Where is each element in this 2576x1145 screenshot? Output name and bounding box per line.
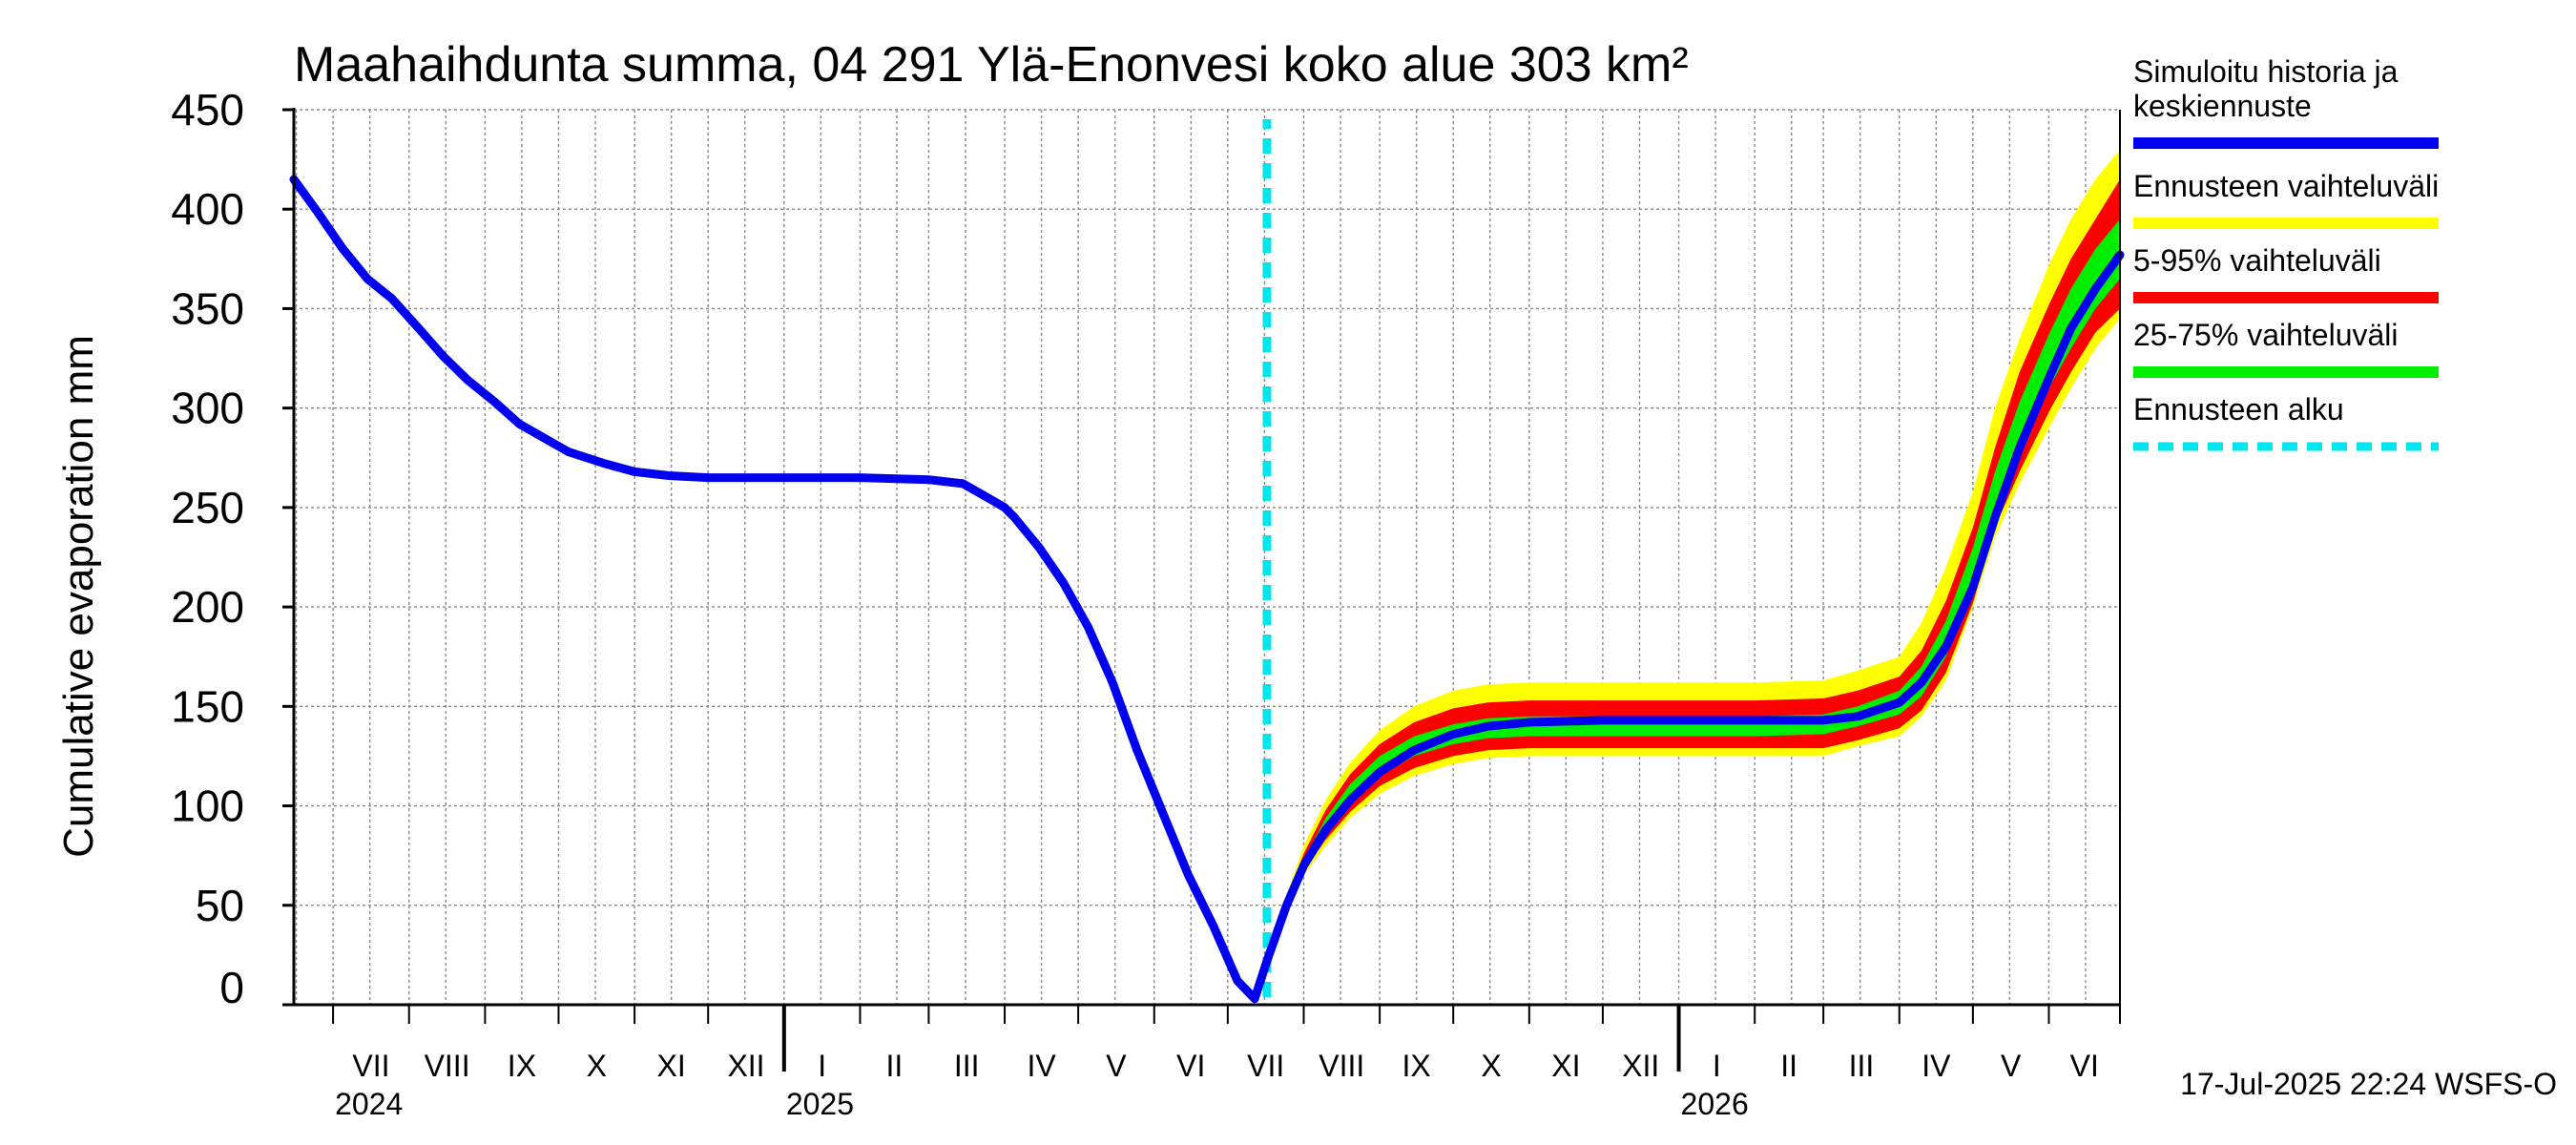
month-label: IV [1922, 1049, 1951, 1083]
series-lines [289, 175, 2125, 1004]
y-tick-label: 150 [171, 681, 244, 731]
y-axis-label: Cumulative evaporation mm [55, 335, 102, 858]
legend-label: Ennusteen vaihteluväli [2133, 169, 2439, 203]
year-label: 2024 [335, 1087, 403, 1121]
y-tick-label: 250 [171, 483, 244, 532]
month-label: VIII [425, 1049, 470, 1083]
y-tick-label: 350 [171, 283, 244, 333]
year-label: 2026 [1681, 1087, 1749, 1121]
month-label: VI [1176, 1049, 1205, 1083]
axes [282, 108, 2121, 1072]
month-label: I [818, 1049, 826, 1083]
month-label: I [1713, 1049, 1721, 1083]
series-line-0 [289, 175, 2125, 1004]
month-label: III [954, 1049, 980, 1083]
month-label: V [2001, 1049, 2022, 1083]
y-tick-label: 200 [171, 582, 244, 632]
month-label: IV [1027, 1049, 1056, 1083]
month-label: VII [352, 1049, 389, 1083]
month-label: VIII [1319, 1049, 1364, 1083]
y-tick-label: 300 [171, 384, 244, 433]
y-tick-label: 450 [171, 85, 244, 135]
month-label: III [1849, 1049, 1875, 1083]
month-label: IX [508, 1049, 536, 1083]
month-label: II [1780, 1049, 1797, 1083]
legend-label: Simuloitu historia ja [2133, 54, 2399, 89]
month-label: IX [1402, 1049, 1431, 1083]
legend-label: keskiennuste [2133, 89, 2312, 123]
month-label: II [886, 1049, 904, 1083]
month-label: VI [2070, 1049, 2099, 1083]
month-label: XII [727, 1049, 764, 1083]
legend-label: 5-95% vaihteluväli [2133, 243, 2381, 278]
month-label: XI [657, 1049, 686, 1083]
footer-timestamp: 17-Jul-2025 22:24 WSFS-O [2180, 1067, 2557, 1101]
month-label: V [1106, 1049, 1127, 1083]
month-label: X [1481, 1049, 1501, 1083]
legend-label: Ennusteen alku [2133, 392, 2344, 427]
y-tick-label: 100 [171, 781, 244, 831]
year-label: 2025 [786, 1087, 854, 1121]
month-label: VII [1247, 1049, 1284, 1083]
y-tick-label: 50 [196, 881, 244, 930]
y-tick-label: 0 [219, 963, 244, 1012]
month-label: XI [1551, 1049, 1580, 1083]
month-label: XII [1622, 1049, 1659, 1083]
month-label: X [587, 1049, 607, 1083]
y-tick-label: 400 [171, 184, 244, 234]
legend-label: 25-75% vaihteluväli [2133, 318, 2399, 352]
grid [294, 109, 2120, 1005]
chart-title: Maahaihdunta summa, 04 291 Ylä-Enonvesi … [294, 37, 1689, 93]
